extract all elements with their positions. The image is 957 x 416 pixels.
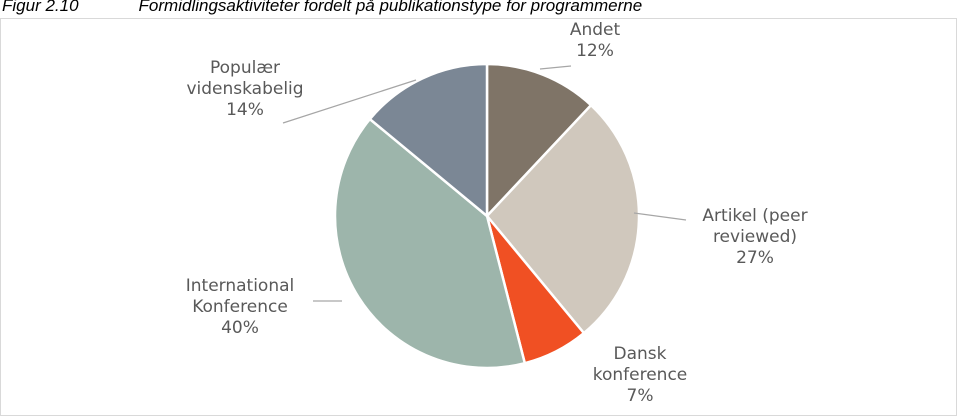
leader-line xyxy=(633,212,687,221)
data-label-name: Artikel (peer reviewed) xyxy=(702,206,808,247)
pie-slice xyxy=(485,62,593,220)
figure-label: Figur 2.10 xyxy=(2,0,79,15)
data-label: Artikel (peer reviewed) 27% xyxy=(678,206,832,269)
chart-title: Formidlingsaktiviteter fordelt på publik… xyxy=(138,0,643,15)
data-label: Dansk konference 7% xyxy=(582,344,698,407)
data-label: Populær videnskabelig 14% xyxy=(180,58,310,121)
data-label-name: Dansk konference xyxy=(592,344,688,385)
leader-line xyxy=(282,79,417,124)
data-label-value: 27% xyxy=(736,248,774,268)
pie-slice xyxy=(333,117,527,370)
pie-slice xyxy=(368,62,489,219)
title-row: Figur 2.10 Formidlingsaktiviteter fordelt… xyxy=(2,0,642,16)
leader-line xyxy=(539,65,572,70)
data-label-value: 7% xyxy=(626,386,654,406)
data-label-value: 40% xyxy=(221,318,259,338)
data-label: International Konference 40% xyxy=(160,276,320,339)
data-label: Andet 12% xyxy=(555,20,635,62)
data-label-value: 12% xyxy=(576,41,614,61)
pie-slice xyxy=(485,103,641,335)
data-label-name: Andet xyxy=(569,20,621,40)
data-label-name: International Konference xyxy=(185,276,295,317)
data-label-name: Populær videnskabelig xyxy=(186,58,304,99)
data-label-value: 14% xyxy=(226,100,264,120)
